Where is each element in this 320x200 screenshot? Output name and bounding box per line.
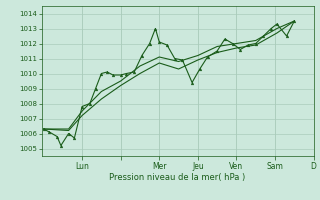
X-axis label: Pression niveau de la mer( hPa ): Pression niveau de la mer( hPa ): [109, 173, 246, 182]
